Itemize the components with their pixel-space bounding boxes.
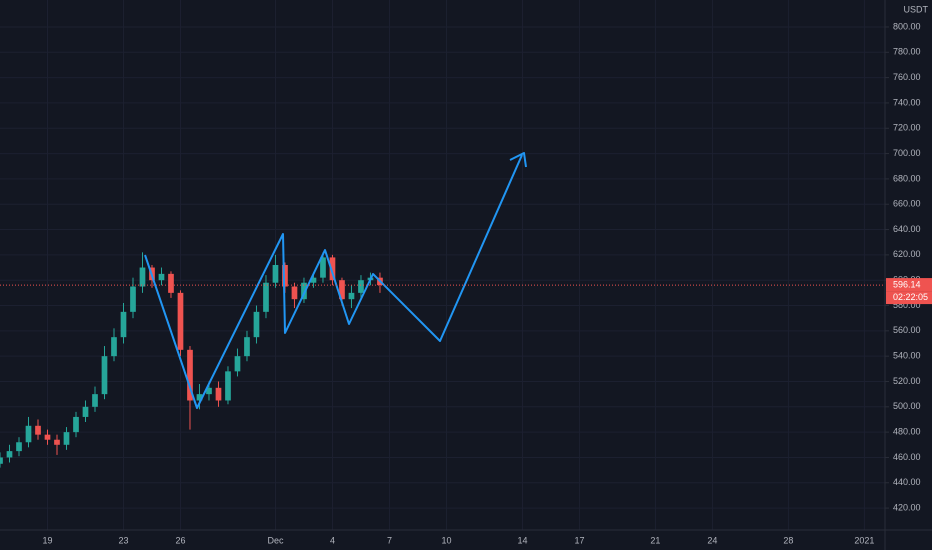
x-tick-label: 23 [118, 535, 128, 545]
last-price-box [886, 278, 932, 292]
x-tick-label: 4 [330, 535, 335, 545]
candles [0, 252, 383, 468]
last-price-label: 596.14 [893, 279, 921, 289]
zigzag-line [144, 154, 523, 409]
x-tick-label: 7 [387, 535, 392, 545]
candle-body [282, 265, 288, 287]
x-tick-label: 28 [783, 535, 793, 545]
candle-body [92, 394, 98, 407]
x-tick-label: 19 [42, 535, 52, 545]
candle-body [101, 356, 108, 395]
candle-body [348, 292, 355, 300]
candle-body [358, 280, 364, 293]
axes: 420.00 440.00 460.00 480.00 500.00 520.00 540.… [0, 21, 932, 545]
candle-body [329, 257, 336, 281]
countdown-box [886, 291, 932, 305]
candle-body [272, 265, 279, 283]
candle-body [73, 416, 79, 433]
candle-body [320, 257, 326, 278]
candle-body [130, 286, 136, 312]
y-tick-label: 460.00 [893, 452, 921, 462]
candle-body [0, 457, 3, 464]
candle-body [253, 311, 260, 338]
x-tick-label: 26 [175, 535, 185, 545]
y-tick-label: 660.00 [893, 199, 921, 209]
arrow-head [509, 152, 527, 168]
candle-body [139, 267, 146, 287]
x-tick-label: 14 [517, 535, 527, 545]
candle-body [177, 292, 184, 350]
candle-body [234, 356, 241, 372]
y-tick-label: 740.00 [893, 97, 921, 107]
candle-body [291, 286, 298, 300]
y-tick-label: 720.00 [893, 123, 921, 133]
y-tick-label: 780.00 [893, 47, 921, 57]
countdown-label: 02:22:05 [893, 292, 928, 302]
candle-body [339, 280, 345, 300]
grid [0, 0, 885, 530]
y-tick-label: 420.00 [893, 502, 921, 512]
candle-body [63, 432, 70, 445]
candle-body [111, 337, 117, 357]
y-tick-label: 760.00 [893, 72, 921, 82]
y-tick-label: 440.00 [893, 477, 921, 487]
candle-body [158, 273, 165, 281]
candle-body [44, 434, 51, 440]
y-tick-label: 520.00 [893, 376, 921, 386]
candle-body [82, 406, 89, 417]
candle-body [206, 387, 212, 395]
candle-body [244, 337, 250, 357]
y-tick-label: 560.00 [893, 325, 921, 335]
y-tick-label: 680.00 [893, 173, 921, 183]
candle-body [263, 282, 269, 312]
candle-body [301, 282, 307, 300]
candle-body [54, 439, 60, 445]
x-tick-label: Dec [267, 535, 284, 545]
x-tick-label: 10 [441, 535, 451, 545]
y-tick-label: 800.00 [893, 21, 921, 31]
candle-body [120, 311, 127, 338]
currency-label: USDT [904, 4, 929, 14]
trend-drawing [144, 152, 527, 409]
candle-body [35, 425, 41, 435]
candle-body [310, 277, 317, 283]
x-tick-label: 24 [707, 535, 717, 545]
y-tick-label: 500.00 [893, 401, 921, 411]
candle-body [187, 349, 193, 401]
candle-body [25, 425, 32, 443]
y-tick-label: 480.00 [893, 427, 921, 437]
x-tick-label: 17 [574, 535, 584, 545]
candle-body [225, 371, 231, 401]
candle-body [168, 273, 174, 293]
y-tick-label: 580.00 [893, 300, 921, 310]
candle-body [16, 442, 22, 452]
candle-body [196, 394, 203, 401]
candle-body [215, 387, 222, 401]
y-tick-label: 640.00 [893, 224, 921, 234]
candle-body [6, 451, 13, 458]
x-tick-label: 2021 [854, 535, 874, 545]
y-tick-label: 620.00 [893, 249, 921, 259]
y-tick-label: 540.00 [893, 351, 921, 361]
y-tick-label: 700.00 [893, 148, 921, 158]
x-tick-label: 21 [650, 535, 660, 545]
